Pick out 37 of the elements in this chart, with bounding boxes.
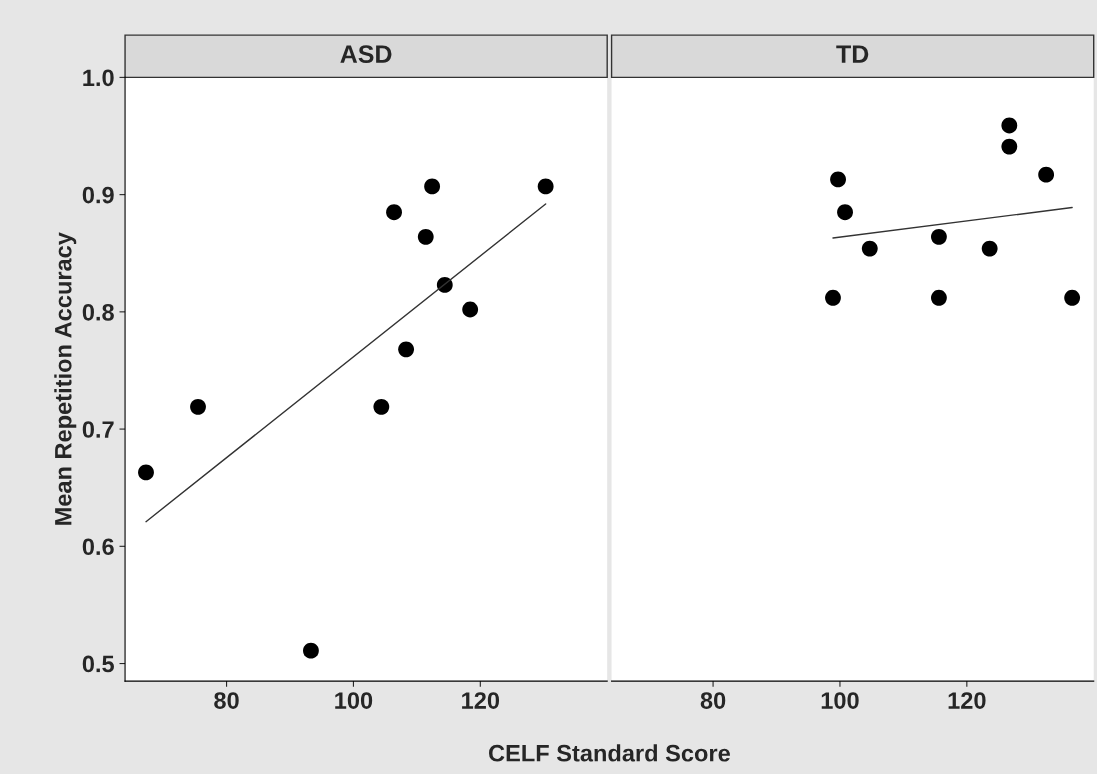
- point: [1001, 138, 1018, 155]
- point: [190, 398, 206, 415]
- x-tick-label: 120: [948, 692, 986, 709]
- point: [837, 204, 853, 221]
- y-axis-title: Mean Repetition Accuracy: [54, 232, 77, 525]
- point: [303, 642, 319, 659]
- point: [373, 398, 390, 415]
- point: [462, 301, 479, 318]
- x-tick-label: 100: [821, 692, 859, 709]
- point: [398, 341, 415, 358]
- y-tick-label: 0.8: [82, 303, 114, 321]
- y-tick-label: 0.5: [82, 655, 114, 673]
- chart-title: ASD: [340, 45, 392, 63]
- point: [830, 171, 846, 188]
- point: [931, 289, 947, 306]
- point: [1064, 289, 1081, 306]
- chart-title: TD: [836, 45, 869, 63]
- x-tick-label: 100: [335, 692, 373, 709]
- point: [417, 228, 434, 245]
- x-tick-label: 80: [214, 692, 239, 709]
- x-tick-label: 80: [700, 692, 726, 709]
- point: [138, 464, 154, 481]
- x-tick-label: 120: [462, 692, 500, 709]
- y-tick-label: 1.0: [83, 69, 114, 87]
- y-tick-label: 0.7: [82, 421, 114, 438]
- point: [981, 240, 998, 257]
- point: [825, 289, 841, 306]
- y-tick-label: 0.9: [82, 186, 114, 204]
- point: [424, 178, 441, 195]
- point: [537, 178, 554, 195]
- y-tick-label: 0.6: [82, 538, 114, 556]
- point: [1038, 166, 1055, 183]
- point: [1001, 117, 1018, 134]
- point: [861, 240, 878, 257]
- point: [931, 228, 947, 245]
- point: [386, 204, 402, 221]
- x-axis-title: CELF Standard Score: [489, 744, 730, 762]
